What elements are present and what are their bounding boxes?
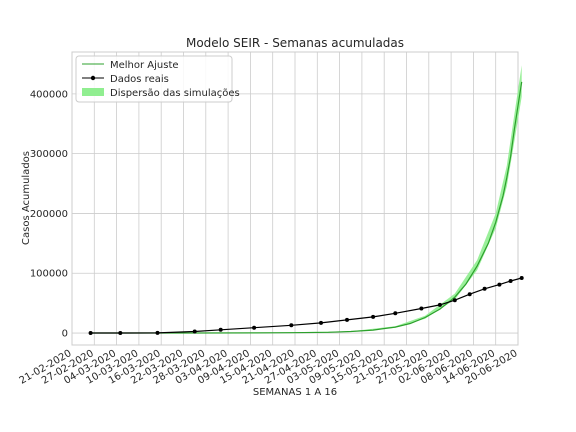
- data-point-dados-reais: [252, 325, 257, 330]
- data-point-dados-reais: [345, 317, 349, 322]
- series-layer: [88, 81, 524, 335]
- y-axis-label: Casos Acumulados: [21, 151, 32, 245]
- legend-entry-melhor-ajuste: Melhor Ajuste: [110, 60, 179, 71]
- data-point-dados-reais: [419, 306, 424, 311]
- x-axis-label: SEMANAS 1 A 16: [253, 387, 337, 398]
- legend-entry-dados-reais: Dados reais: [110, 74, 169, 85]
- y-tick-label: 0: [62, 329, 68, 340]
- data-point-dados-reais: [192, 329, 197, 334]
- chart-title: Modelo SEIR - Semanas acumuladas: [186, 36, 404, 50]
- legend-entry-dispersao: Dispersão das simulações: [110, 88, 240, 99]
- y-tick-labels: 0 100000 200000 300000 400000: [30, 89, 68, 339]
- data-point-dados-reais: [452, 298, 457, 303]
- data-point-dados-reais: [508, 279, 513, 283]
- series-line-melhor-ajuste: [90, 81, 523, 334]
- x-tick-labels: 21-02-202027-02-202004-03-202010-03-2020…: [18, 348, 520, 387]
- y-tick-label: 300000: [30, 149, 68, 160]
- data-point-dados-reais: [519, 276, 524, 280]
- data-point-dados-reais: [319, 320, 323, 325]
- y-tick-label: 200000: [30, 209, 68, 220]
- data-point-dados-reais: [289, 323, 294, 328]
- legend: Melhor Ajuste Dados reais Dispersão das …: [75, 55, 240, 103]
- data-point-dados-reais: [467, 292, 472, 297]
- data-point-dados-reais: [88, 331, 93, 335]
- data-point-dados-reais: [155, 330, 160, 335]
- data-point-dados-reais: [482, 286, 487, 291]
- legend-box: [75, 55, 233, 103]
- data-point-dados-reais: [371, 314, 376, 319]
- data-point-dados-reais: [497, 282, 502, 287]
- legend-marker-dados-reais: [90, 75, 96, 81]
- data-point-dados-reais: [393, 311, 398, 316]
- legend-swatch-dispersao: [82, 88, 104, 96]
- data-point-dados-reais: [218, 327, 223, 332]
- y-tick-label: 100000: [30, 269, 68, 280]
- data-point-dados-reais: [437, 302, 442, 307]
- y-tick-label: 400000: [30, 89, 68, 100]
- data-point-dados-reais: [118, 331, 123, 335]
